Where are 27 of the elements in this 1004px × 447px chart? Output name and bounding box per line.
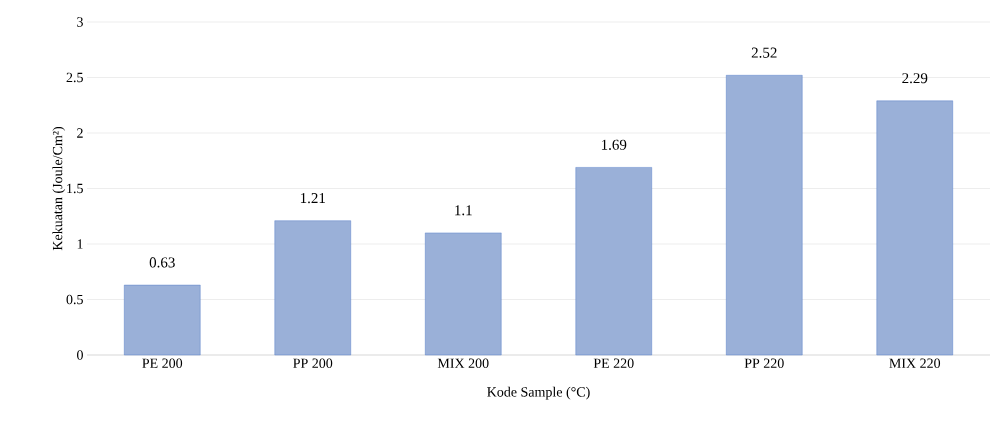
bar [274, 220, 351, 356]
x-tick-label: MIX 220 [889, 358, 941, 368]
x-tick-label: PE 200 [142, 358, 183, 368]
y-axis-title: Kekuatan (Joule/Cm²) [52, 126, 66, 251]
bar [124, 284, 201, 356]
bar [425, 232, 502, 356]
y-tick-label: 0.5 [66, 294, 83, 305]
data-label: 2.52 [751, 47, 777, 58]
x-tick-label: PP 200 [293, 358, 333, 368]
y-tick-label: 2.5 [66, 72, 83, 83]
x-tick-label: PP 220 [744, 358, 784, 368]
x-tick-label: PE 220 [593, 358, 634, 368]
data-label: 1.21 [300, 193, 325, 204]
x-axis-title: Kode Sample (°C) [487, 386, 590, 400]
y-tick-label: 1 [77, 239, 83, 249]
data-label: 1.1 [455, 205, 472, 216]
bar [876, 100, 953, 356]
y-tick-label: 3 [77, 17, 83, 27]
y-tick-label: 2 [77, 128, 83, 138]
data-label: 0.63 [149, 257, 175, 268]
x-tick-label: MIX 200 [437, 358, 489, 368]
y-tick-label: 0 [77, 350, 83, 360]
data-label: 2.29 [902, 73, 928, 84]
bar [726, 75, 803, 356]
y-tick-label: 1.5 [67, 183, 83, 194]
data-label: 1.69 [601, 139, 627, 150]
bar [575, 167, 652, 356]
